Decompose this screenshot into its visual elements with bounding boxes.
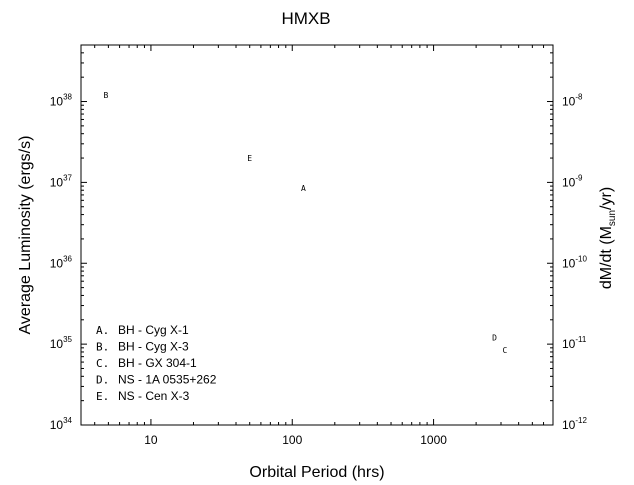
y2-tick-label-base: 10	[562, 95, 576, 109]
y2-tick-label-base: 10	[562, 418, 576, 432]
x-tick-label: 10	[144, 433, 158, 447]
y2-axis-label: dM/dt (Msun/yr)	[598, 187, 618, 289]
y-tick-label-base: 10	[50, 95, 64, 109]
y-tick-label: 1037	[50, 173, 73, 189]
y-tick-label: 1034	[50, 416, 73, 432]
y2-axis-label-subscript: sun	[607, 210, 618, 226]
y-tick-label: 1036	[50, 254, 73, 270]
y2-tick-label-base: 10	[562, 337, 576, 351]
y-tick-label-exponent: 35	[63, 335, 72, 344]
axis-tick-labels: 10 100 10001034103510361037103810-1210-111…	[50, 93, 588, 447]
y2-tick-label-exponent: -11	[575, 335, 587, 344]
legend-entry: BH - Cyg X-3	[118, 340, 189, 354]
legend-key: B.	[96, 341, 109, 354]
legend-entry: NS - 1A 0535+262	[118, 373, 217, 387]
y2-tick-label-base: 10	[562, 175, 576, 189]
x-tick-label: 1000	[420, 433, 447, 447]
legend-entry: BH - GX 304-1	[118, 356, 197, 370]
legend-key: E.	[96, 390, 109, 403]
legend: A. BH - Cyg X-1 B. BH - Cyg X-3 C. BH - GX 30…	[96, 323, 217, 403]
y-tick-label-base: 10	[50, 337, 64, 351]
y2-tick-label: 10-8	[562, 93, 583, 109]
legend-key: A.	[96, 324, 109, 337]
y2-axis-label-end: /yr)	[598, 187, 615, 210]
y-tick-label-base: 10	[50, 256, 64, 270]
y2-tick-label-exponent: -10	[575, 254, 587, 263]
y2-tick-label: 10-10	[562, 254, 587, 270]
y2-tick-label: 10-12	[562, 416, 587, 432]
chart-title: HMXB	[281, 9, 330, 28]
y2-tick-label: 10-11	[562, 335, 587, 351]
y2-tick-label-base: 10	[562, 256, 576, 270]
y2-tick-label-exponent: -8	[575, 93, 583, 102]
y2-axis-label-main: dM/dt (M	[598, 226, 615, 289]
data-point-a: A	[301, 184, 306, 193]
plot-area-frame	[80, 44, 554, 426]
x-tick-label: 100	[282, 433, 302, 447]
y-axis-label: Average Luminosity (ergs/s)	[17, 136, 34, 335]
axis-ticks	[81, 44, 554, 426]
legend-key: D.	[96, 374, 109, 387]
data-point-d: D	[492, 334, 497, 343]
legend-entry: NS - Cen X-3	[118, 389, 190, 403]
y2-tick-label-exponent: -9	[575, 173, 583, 182]
data-point-e: E	[247, 154, 252, 163]
y-tick-label-exponent: 34	[63, 416, 72, 425]
data-point-b: B	[103, 91, 108, 100]
legend-entry: BH - Cyg X-1	[118, 323, 189, 337]
y2-tick-label: 10-9	[562, 173, 583, 189]
y-tick-label: 1035	[50, 335, 73, 351]
data-points: A B CD E	[103, 91, 507, 355]
y-tick-label-exponent: 36	[63, 254, 72, 263]
y-tick-label: 1038	[50, 93, 73, 109]
x-axis-label: Orbital Period (hrs)	[249, 464, 384, 481]
y-tick-label-exponent: 37	[63, 173, 72, 182]
y-tick-label-base: 10	[50, 418, 64, 432]
y-tick-label-base: 10	[50, 175, 64, 189]
y2-tick-label-exponent: -12	[575, 416, 587, 425]
legend-key: C.	[96, 357, 109, 370]
y-tick-label-exponent: 38	[63, 93, 72, 102]
data-point-c: C	[503, 346, 508, 355]
